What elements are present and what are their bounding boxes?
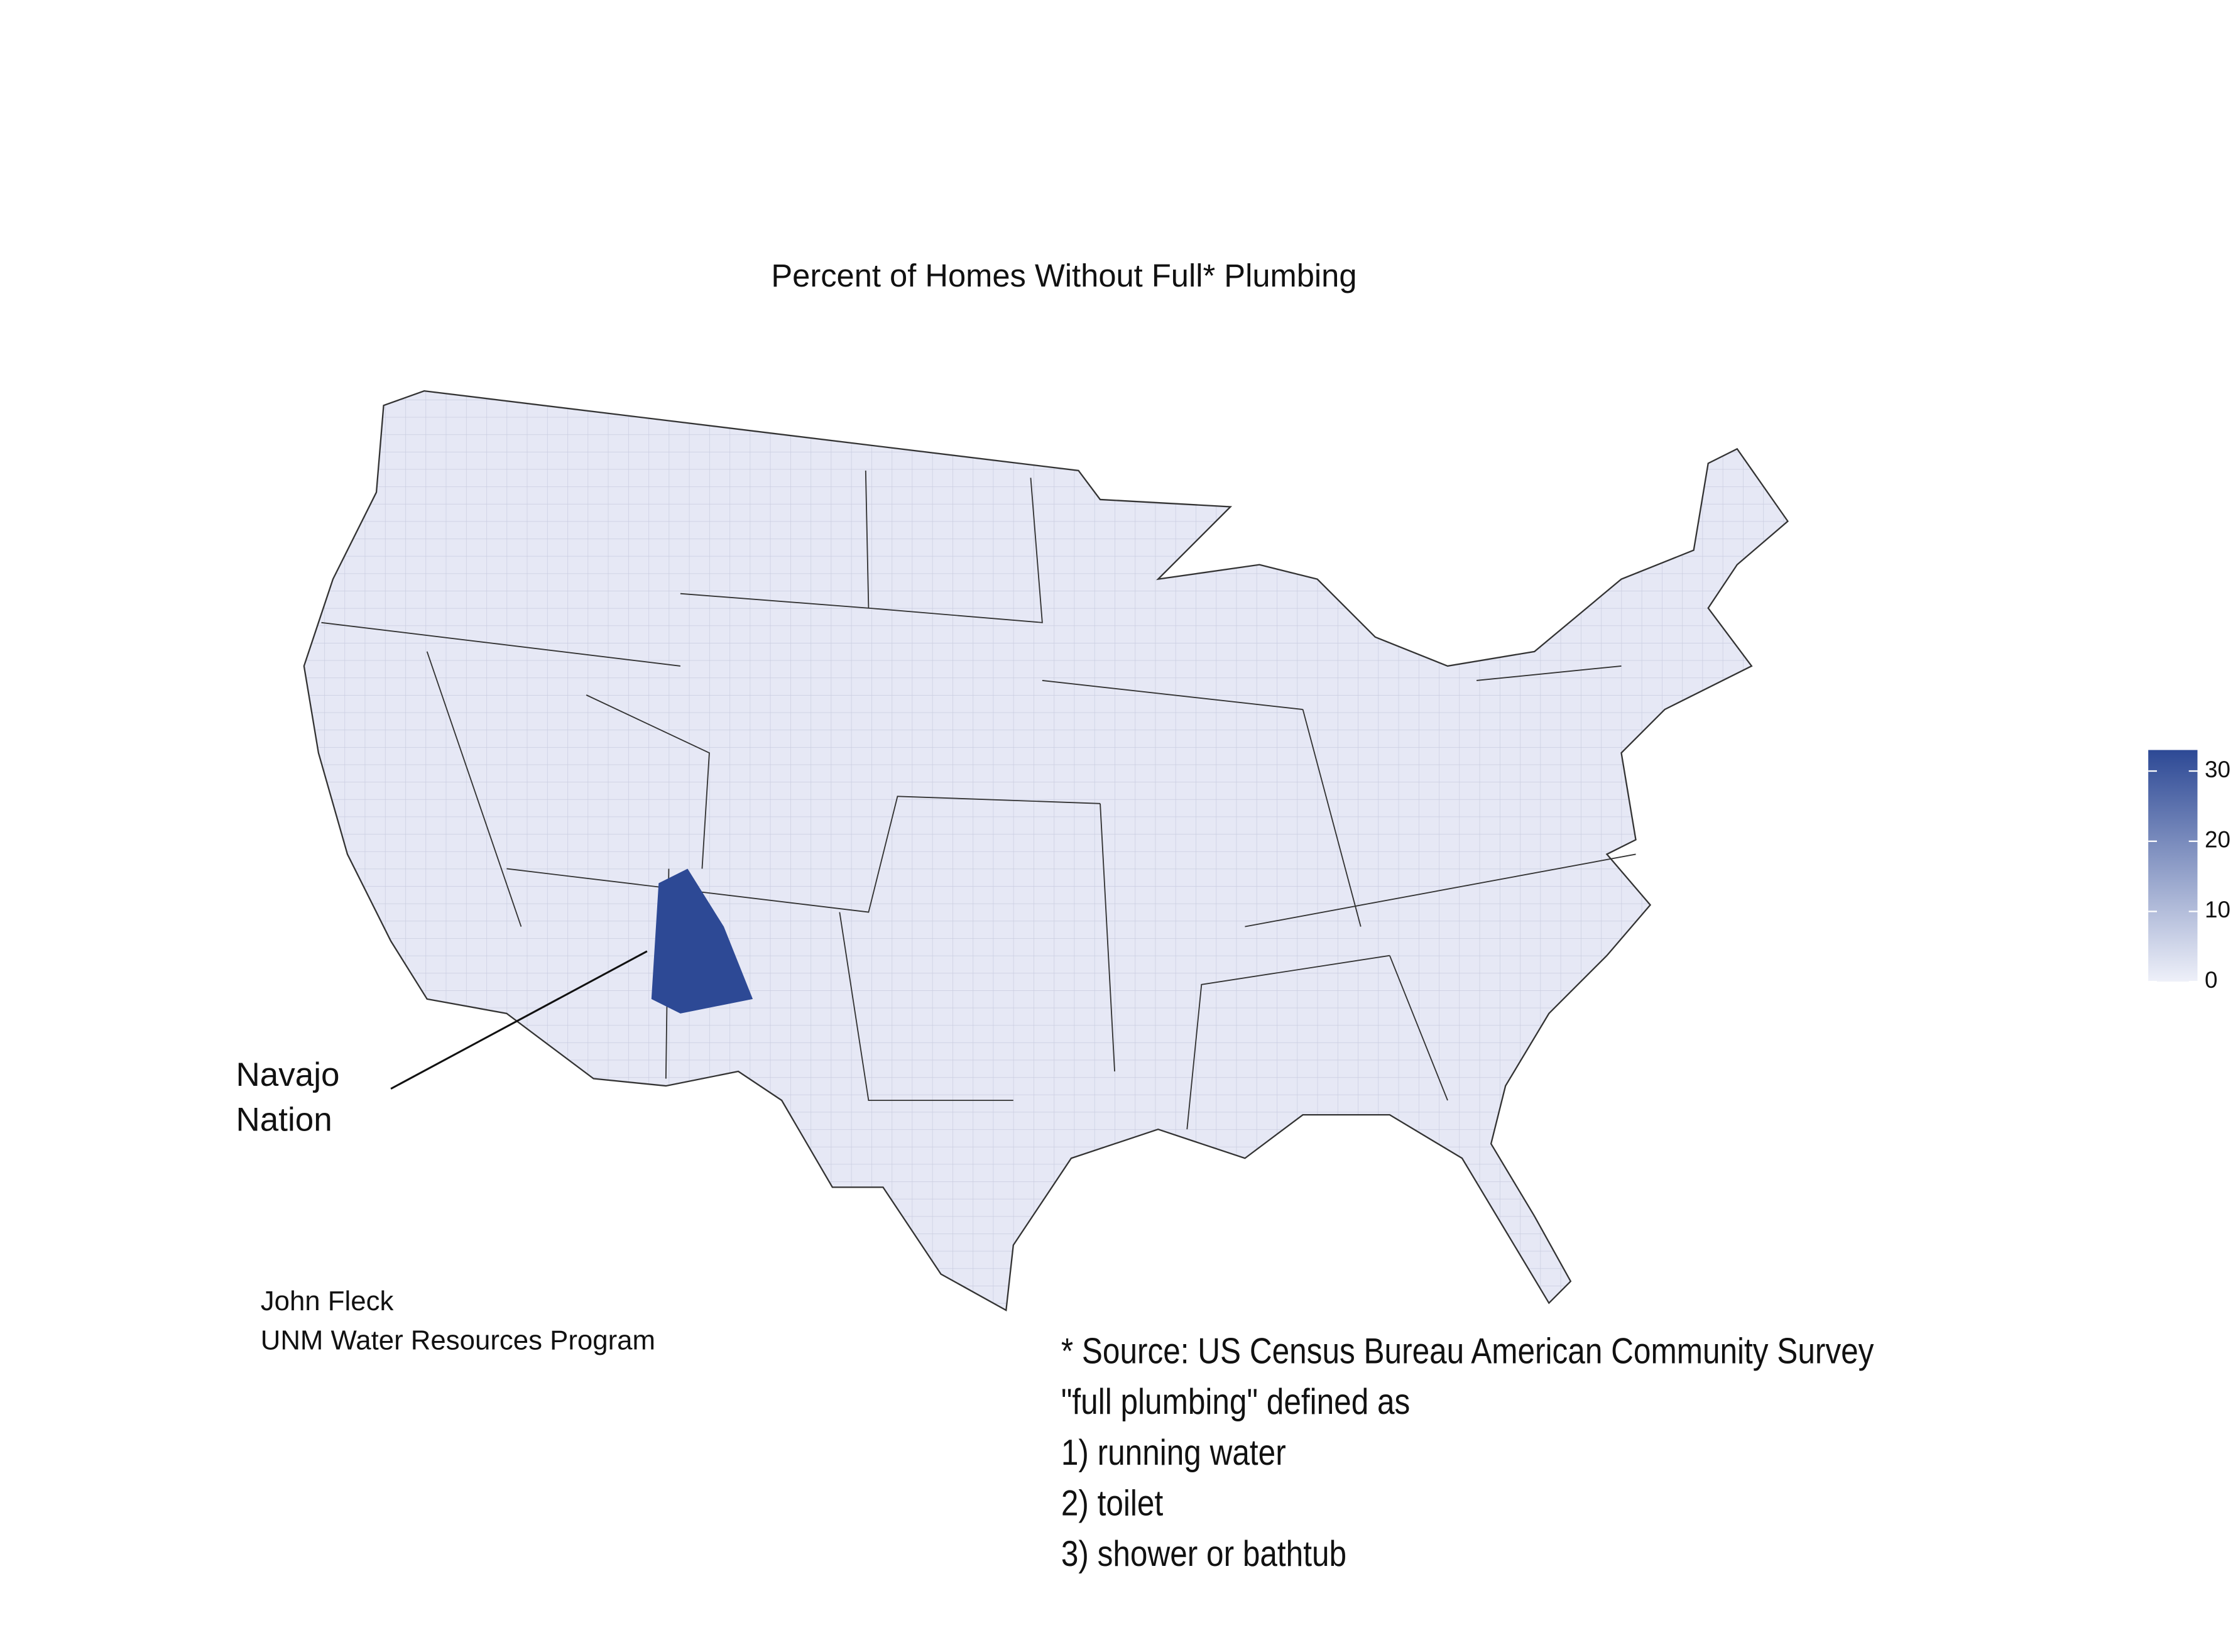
- credit: UNM Water Resources Program: [261, 1325, 655, 1355]
- annotation: Nation: [236, 1102, 332, 1139]
- annotation-leader: [390, 950, 648, 1090]
- navajo-region: [651, 868, 753, 1014]
- source-note: 2) toilet: [1061, 1483, 1163, 1523]
- colorbar-tick-label: 10: [2205, 897, 2230, 922]
- us-outline: [303, 390, 1789, 1312]
- colorbar-scale: [2148, 750, 2198, 982]
- source-note: * Source: US Census Bureau American Comm…: [1061, 1331, 1874, 1371]
- source-note: "full plumbing" defined as: [1061, 1382, 1410, 1422]
- colorbar-tick-label: 30: [2205, 757, 2230, 782]
- colorbar-tick-label: 0: [2205, 967, 2218, 993]
- colorbar: 0 10 20 30: [2148, 750, 2230, 993]
- text-group: Navajo Nation John Fleck UNM Water Resource…: [236, 1056, 1874, 1574]
- source-note: 1) running water: [1061, 1432, 1286, 1472]
- source-note: 3) shower or bathtub: [1061, 1534, 1346, 1574]
- chart-title: Percent of Homes Without Full* Plumbing: [771, 258, 1356, 293]
- credit: John Fleck: [261, 1286, 394, 1316]
- colorbar-tick-label: 20: [2205, 826, 2230, 852]
- annotation: Navajo: [236, 1056, 340, 1093]
